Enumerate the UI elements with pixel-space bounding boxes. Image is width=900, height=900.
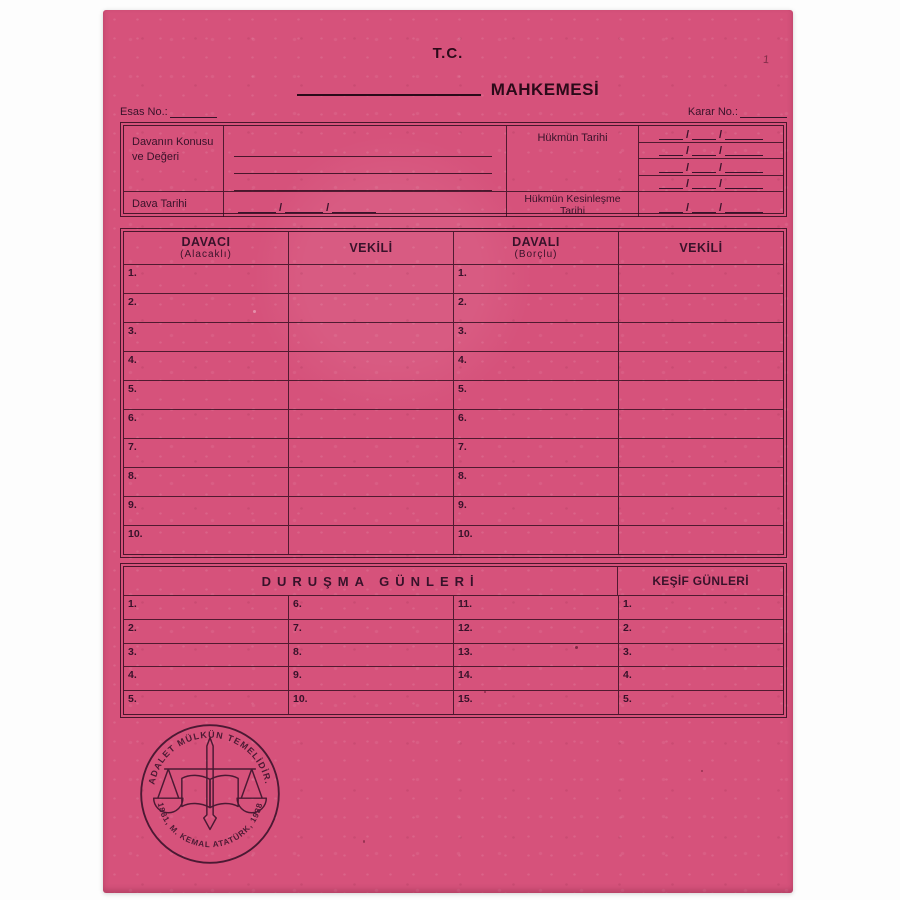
table-row: 1. 6. 11. 1. — [124, 596, 783, 620]
table-row: 6. 6. — [124, 410, 783, 439]
corner-pen-mark: 1 — [762, 53, 770, 67]
karar-no-blank — [740, 106, 787, 118]
court-name-blank-line — [296, 94, 481, 96]
esas-no-field: Esas No.: — [120, 100, 217, 118]
republic-abbreviation: T.C. — [432, 45, 464, 62]
case-info-box: Davanın Konusu ve Değeri Hükmün Tarihi /… — [120, 122, 787, 217]
karar-no-field: Karar No.: — [688, 100, 787, 118]
ruled-line — [234, 140, 492, 157]
schedule-table-header: DURUŞMA GÜNLERİ KEŞİF GÜNLERİ — [124, 567, 783, 596]
svg-text:1881, M. KEMAL ATATÜRK, 1938: 1881, M. KEMAL ATATÜRK, 1938 — [156, 802, 265, 850]
paper-speck — [484, 691, 486, 693]
table-row: 8. 8. — [124, 468, 783, 497]
ruled-line — [234, 157, 492, 174]
date-line: / / — [639, 126, 783, 143]
paper-speck — [575, 646, 578, 649]
parties-table-header: DAVACI (Alacaklı) VEKİLİ DAVALI (Borçlu)… — [124, 232, 783, 265]
date-line: / / — [639, 143, 783, 159]
column-header-plaintiff: DAVACI (Alacaklı) — [124, 232, 289, 264]
column-header-plaintiff-attorney: VEKİLİ — [289, 232, 454, 264]
esas-no-blank — [169, 106, 217, 118]
court-title-row: MAHKEMESİ — [103, 70, 793, 99]
table-row: 4. 4. — [124, 352, 783, 381]
court-label: MAHKEMESİ — [490, 80, 600, 99]
scales-of-justice-icon — [152, 736, 268, 831]
case-date-line: / / — [224, 192, 507, 217]
table-row: 2. 7. 12. 2. — [124, 619, 783, 644]
info-box-top-row: Davanın Konusu ve Değeri Hükmün Tarihi /… — [124, 126, 783, 192]
finalization-date-label: Hükmün Kesinleşme Tarihi — [507, 192, 639, 217]
table-row: 3. 3. — [124, 323, 783, 352]
case-subject-write-lines — [224, 126, 507, 191]
justice-ministry-seal: ADALET MÜLKÜN TEMELİDİR. 1881, M. KEMAL … — [140, 724, 280, 864]
parties-table: DAVACI (Alacaklı) VEKİLİ DAVALI (Borçlu)… — [120, 228, 787, 558]
seal-circle — [140, 724, 280, 864]
column-header-defendant-attorney: VEKİLİ — [679, 240, 723, 255]
table-row: 9. 9. — [124, 497, 783, 526]
info-box-bottom-row: Dava Tarihi / / Hükmün Kesinleşme Tarihi … — [124, 192, 783, 217]
karar-no-label: Karar No.: — [687, 106, 738, 118]
table-row: 2. 2. — [124, 294, 783, 323]
case-folder-cover: T.C. MAHKEMESİ 1 Esas No.: Karar No.: Da… — [103, 10, 793, 893]
table-row: 5. 10. 15. 5. — [124, 691, 783, 714]
reference-numbers-row: Esas No.: Karar No.: — [120, 100, 787, 118]
hearing-days-header: DURUŞMA GÜNLERİ — [124, 567, 619, 595]
verdict-date-label: Hükmün Tarihi — [507, 126, 639, 191]
paper-speck — [701, 770, 703, 772]
table-row: 7. 7. — [124, 439, 783, 468]
column-header-defendant: DAVALI (Borçlu) — [454, 232, 619, 264]
table-row: 4. 9. 14. 4. — [124, 667, 783, 692]
schedule-table: DURUŞMA GÜNLERİ KEŞİF GÜNLERİ 1. 6. 11. 1. … — [120, 563, 787, 718]
ruled-line — [234, 174, 492, 191]
parties-table-body: 1. 1. 2. 2. 3. 3. 4. 4. 5. 5. 6. 6. 7. 7. 8. 8. … — [124, 265, 783, 554]
case-date-label: Dava Tarihi — [124, 192, 224, 217]
verdict-date-lines: / / / / / / / / — [639, 126, 783, 191]
case-subject-label: Davanın Konusu ve Değeri — [124, 126, 224, 191]
schedule-table-body: 1. 6. 11. 1. 2. 7. 12. 2. 3. 8. 13. 3. 4. 9. 14. 4. … — [124, 596, 783, 714]
esas-no-label: Esas No.: — [120, 106, 168, 118]
date-line: / / — [639, 159, 783, 176]
table-row: 1. 1. — [124, 265, 783, 294]
table-row: 10. 10. — [124, 526, 783, 554]
finalization-date-line: / / — [639, 192, 783, 217]
date-line: / / — [639, 176, 783, 192]
table-row: 5. 5. — [124, 381, 783, 410]
paper-speck — [253, 310, 256, 313]
seal-ataturk-text: 1881, M. KEMAL ATATÜRK, 1938 — [156, 802, 264, 850]
paper-speck — [363, 840, 365, 843]
table-row: 3. 8. 13. 3. — [124, 643, 783, 668]
inspection-days-header: KEŞİF GÜNLERİ — [652, 574, 749, 588]
